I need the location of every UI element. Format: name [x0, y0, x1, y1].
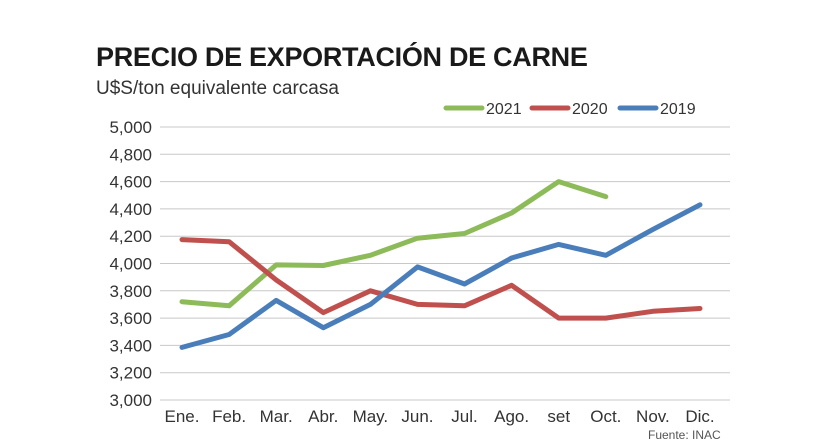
- x-tick-label: Ene.: [165, 407, 200, 426]
- chart-subtitle: U$S/ton equivalente carcasa: [96, 78, 339, 99]
- y-tick-label: 4,000: [109, 255, 152, 274]
- legend-label-2019: 2019: [660, 101, 696, 118]
- x-tick-label: Jun.: [401, 407, 433, 426]
- y-tick-label: 4,600: [109, 173, 152, 192]
- x-axis-ticks: Ene. Feb. Mar. Abr. May. Jun. Jul. Ago. set Oct. N…: [165, 407, 715, 426]
- x-tick-label: Jul.: [451, 407, 477, 426]
- legend-label-2020: 2020: [572, 101, 608, 118]
- x-tick-label: May.: [353, 407, 389, 426]
- y-tick-label: 5,000: [109, 118, 152, 137]
- x-tick-label: Abr.: [308, 407, 338, 426]
- x-tick-label: Feb.: [212, 407, 246, 426]
- y-axis-ticks: 3,000 3,200 3,400 3,600 3,800 4,000 4,200 4,400…: [109, 118, 152, 410]
- series-line-2021: [179, 179, 609, 309]
- series-line-2020: [179, 237, 703, 321]
- legend: 2021 2020 2019: [443, 101, 696, 118]
- y-tick-label: 3,800: [109, 282, 152, 301]
- y-tick-label: 3,400: [109, 336, 152, 355]
- grid-lines: [160, 126, 730, 401]
- y-tick-label: 4,800: [109, 145, 152, 164]
- x-tick-label: set: [547, 407, 570, 426]
- legend-label-2021: 2021: [486, 101, 522, 118]
- x-tick-label: Dic.: [685, 407, 714, 426]
- x-tick-label: Oct.: [590, 407, 621, 426]
- chart-title: PRECIO DE EXPORTACIÓN DE CARNE: [96, 42, 588, 72]
- x-tick-label: Mar.: [260, 407, 293, 426]
- x-tick-label: Ago.: [494, 407, 529, 426]
- y-tick-label: 3,200: [109, 364, 152, 383]
- y-tick-label: 4,400: [109, 200, 152, 219]
- y-tick-label: 3,000: [109, 391, 152, 410]
- y-tick-label: 4,200: [109, 227, 152, 246]
- series-line-2019: [179, 202, 703, 350]
- series-lines: [179, 179, 703, 350]
- x-tick-label: Nov.: [636, 407, 670, 426]
- y-tick-label: 3,600: [109, 309, 152, 328]
